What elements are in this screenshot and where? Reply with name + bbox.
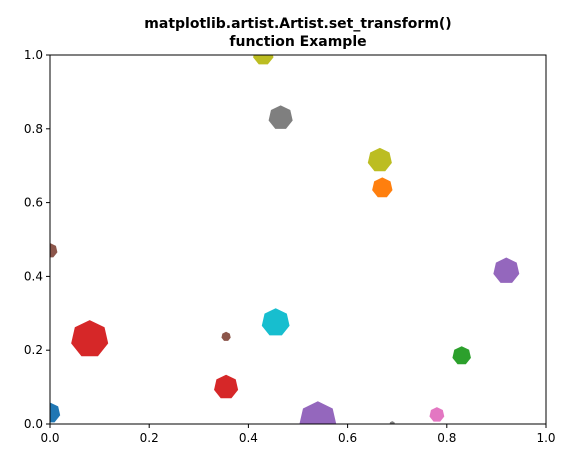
data-point-1 bbox=[372, 177, 393, 198]
data-point-10 bbox=[268, 105, 293, 129]
data-point-0 bbox=[50, 402, 61, 423]
y-axis: 0.0 0.2 0.4 0.6 0.8 1.0 bbox=[24, 48, 50, 431]
x-axis: 0.0 0.2 0.4 0.6 0.8 1.0 bbox=[40, 424, 556, 445]
chart-title-line-2: function Example bbox=[229, 34, 366, 50]
y-tick-label-0: 0.0 bbox=[24, 417, 43, 431]
x-tick-label-1: 0.2 bbox=[140, 431, 159, 445]
y-tick-label-4: 0.8 bbox=[24, 122, 43, 136]
data-point-11 bbox=[367, 147, 392, 172]
data-point-5 bbox=[493, 257, 520, 283]
data-point-13 bbox=[261, 308, 290, 336]
y-tick-label-2: 0.4 bbox=[24, 269, 43, 283]
data-points bbox=[50, 55, 520, 424]
data-point-14 bbox=[389, 421, 395, 424]
data-point-7 bbox=[221, 331, 231, 341]
data-point-8 bbox=[50, 242, 58, 258]
data-point-2 bbox=[452, 346, 471, 365]
data-point-12 bbox=[253, 55, 274, 65]
x-tick-label-4: 0.8 bbox=[437, 431, 456, 445]
x-tick-label-3: 0.6 bbox=[338, 431, 357, 445]
plot-frame bbox=[49, 54, 547, 425]
y-tick-label-5: 1.0 bbox=[24, 48, 43, 62]
data-point-3 bbox=[71, 320, 109, 357]
y-tick-label-1: 0.2 bbox=[24, 343, 43, 357]
chart-title-line-1: matplotlib.artist.Artist.set_transform() bbox=[144, 16, 451, 32]
y-tick-label-3: 0.6 bbox=[24, 196, 43, 210]
data-point-6 bbox=[299, 401, 337, 424]
data-point-4 bbox=[214, 374, 239, 399]
x-tick-label-2: 0.4 bbox=[239, 431, 258, 445]
data-point-9 bbox=[429, 407, 445, 422]
x-tick-label-0: 0.0 bbox=[40, 431, 59, 445]
x-tick-label-5: 1.0 bbox=[536, 431, 555, 445]
